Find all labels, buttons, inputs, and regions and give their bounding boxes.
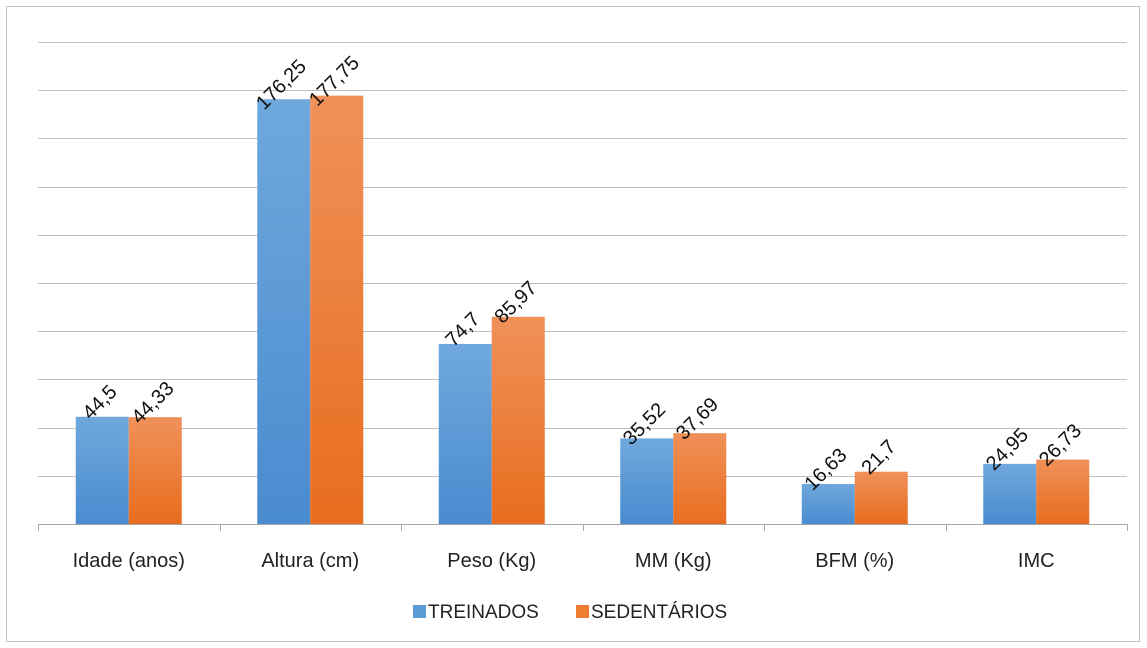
bar-sedentários-4 xyxy=(673,433,727,524)
bar-sedentários-2 xyxy=(310,95,364,524)
bar-treinados-6 xyxy=(983,463,1037,524)
x-tick-label: MM (Kg) xyxy=(635,550,712,572)
bar-sedentários-6 xyxy=(1036,459,1090,524)
legend-swatch xyxy=(413,605,426,618)
legend-label: SEDENTÁRIOS xyxy=(591,602,727,623)
bars xyxy=(75,95,1090,525)
bar-treinados-3 xyxy=(438,343,492,524)
legend: TREINADOS SEDENTÁRIOS xyxy=(413,602,727,623)
x-axis: Idade (anos) Altura (cm) Peso (Kg) MM (Kg) B… xyxy=(38,524,1128,572)
x-tick-label: IMC xyxy=(1018,550,1055,572)
bar-treinados-4 xyxy=(620,438,674,524)
legend-label: TREINADOS xyxy=(428,602,539,623)
x-tick-label: Idade (anos) xyxy=(73,550,185,572)
bar-sedentários-1 xyxy=(128,417,182,524)
x-tick-label: BFM (%) xyxy=(815,550,894,572)
chart-frame xyxy=(6,6,1140,642)
x-tick-label: Altura (cm) xyxy=(261,550,359,572)
bar-treinados-5 xyxy=(801,483,855,524)
bar-treinados-2 xyxy=(257,99,311,525)
x-tick-label: Peso (Kg) xyxy=(447,550,536,572)
bar-treinados-1 xyxy=(75,416,129,524)
gridlines xyxy=(38,42,1127,477)
bar-sedentários-5 xyxy=(854,471,908,524)
bar-sedentários-3 xyxy=(491,316,545,524)
legend-swatch xyxy=(576,605,589,618)
